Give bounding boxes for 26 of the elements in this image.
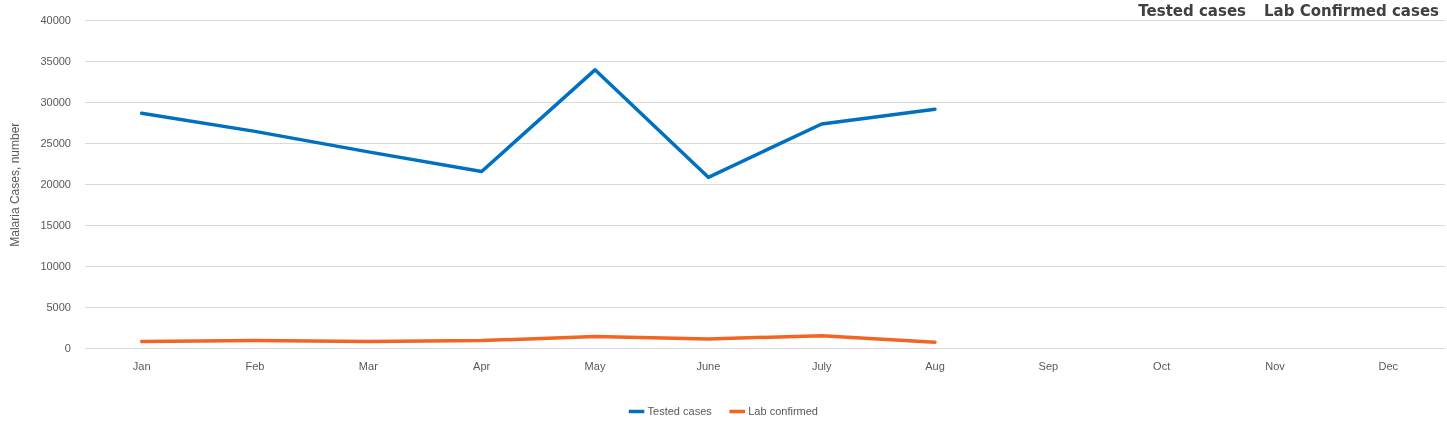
x-tick-label: Aug xyxy=(925,360,945,373)
x-tick-label: Sep xyxy=(1038,360,1059,373)
text: Lab Confirmed cases xyxy=(1264,2,1439,20)
x-tick-label: Mar xyxy=(358,360,379,373)
y-tick-label: 40000 xyxy=(40,13,71,26)
x-tick-label: July xyxy=(811,360,832,373)
x-tick-label: June xyxy=(696,360,721,373)
y-tick-label: 15000 xyxy=(40,218,71,231)
legend-label: Tested cases xyxy=(647,404,713,417)
x-tick-label: May xyxy=(584,360,606,373)
x-tick-label: Oct xyxy=(1153,360,1171,373)
x-tick-label: Jan xyxy=(132,360,151,373)
x-tick-label: Apr xyxy=(473,360,491,373)
y-tick-label: 30000 xyxy=(40,95,71,108)
y-tick-label: 35000 xyxy=(40,54,71,67)
y-axis-title: Malaria Cases, number xyxy=(7,122,22,247)
y-tick-label: 10000 xyxy=(40,259,71,272)
y-tick-label: 25000 xyxy=(40,136,71,149)
y-tick-label: 5000 xyxy=(46,300,71,313)
legend-label: Lab confirmed xyxy=(748,404,818,417)
x-tick-label: Dec xyxy=(1378,360,1399,373)
y-tick-label: 20000 xyxy=(40,177,71,190)
y-tick-label: 0 xyxy=(64,341,71,354)
x-tick-label: Feb xyxy=(245,360,265,373)
x-tick-label: Nov xyxy=(1265,360,1286,373)
text: Tested cases xyxy=(1138,2,1247,20)
